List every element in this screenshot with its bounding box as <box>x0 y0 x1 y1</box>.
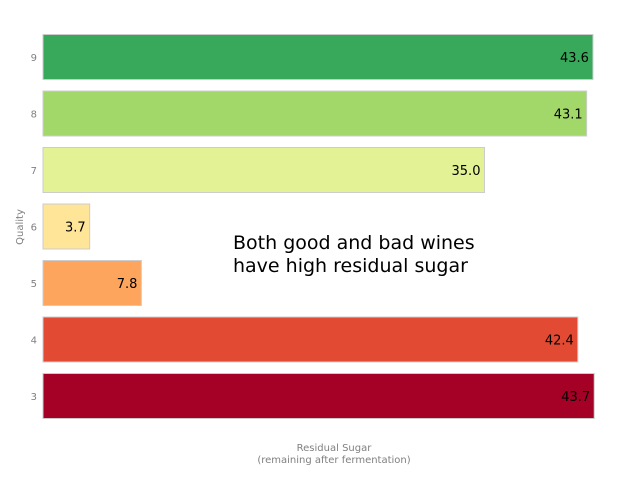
y-axis-label: Quality <box>15 209 26 245</box>
bar-value-label-5: 7.8 <box>117 277 138 292</box>
y-tick-label-5: 5 <box>31 279 37 290</box>
bar-quality-5 <box>42 260 142 306</box>
y-tick-label-7: 7 <box>31 166 37 177</box>
annotation-line-2: have high residual sugar <box>233 255 468 277</box>
bar-value-label-9: 43.6 <box>560 51 589 66</box>
bar-value-label-7: 35.0 <box>452 164 481 179</box>
bar-quality-3 <box>42 373 595 419</box>
bar-quality-7 <box>42 147 485 193</box>
bar-quality-4 <box>42 316 579 363</box>
bar-value-label-3: 43.7 <box>561 390 590 405</box>
annotation-line-1: Both good and bad wines <box>233 232 475 254</box>
bar-quality-8 <box>42 90 588 137</box>
x-axis-label-line-1: Residual Sugar <box>297 443 373 454</box>
y-tick-label-4: 4 <box>31 336 37 347</box>
bar-value-label-4: 42.4 <box>545 334 574 349</box>
bar-quality-6 <box>42 203 91 250</box>
bar-value-label-8: 43.1 <box>554 108 583 123</box>
y-tick-label-3: 3 <box>31 392 37 403</box>
y-tick-label-6: 6 <box>31 223 37 234</box>
y-tick-label-9: 9 <box>31 53 37 64</box>
y-tick-labels: 3 4 5 6 7 8 9 <box>31 53 37 403</box>
bar-value-label-6: 3.7 <box>65 221 86 236</box>
bar-quality-9 <box>42 34 594 80</box>
y-tick-label-8: 8 <box>31 110 37 121</box>
bar-value-labels: 43.7 42.4 7.8 3.7 35.0 43.1 43.6 <box>65 51 590 405</box>
x-axis-label-line-2: (remaining after fermentation) <box>257 455 410 466</box>
bars-group <box>42 34 595 419</box>
